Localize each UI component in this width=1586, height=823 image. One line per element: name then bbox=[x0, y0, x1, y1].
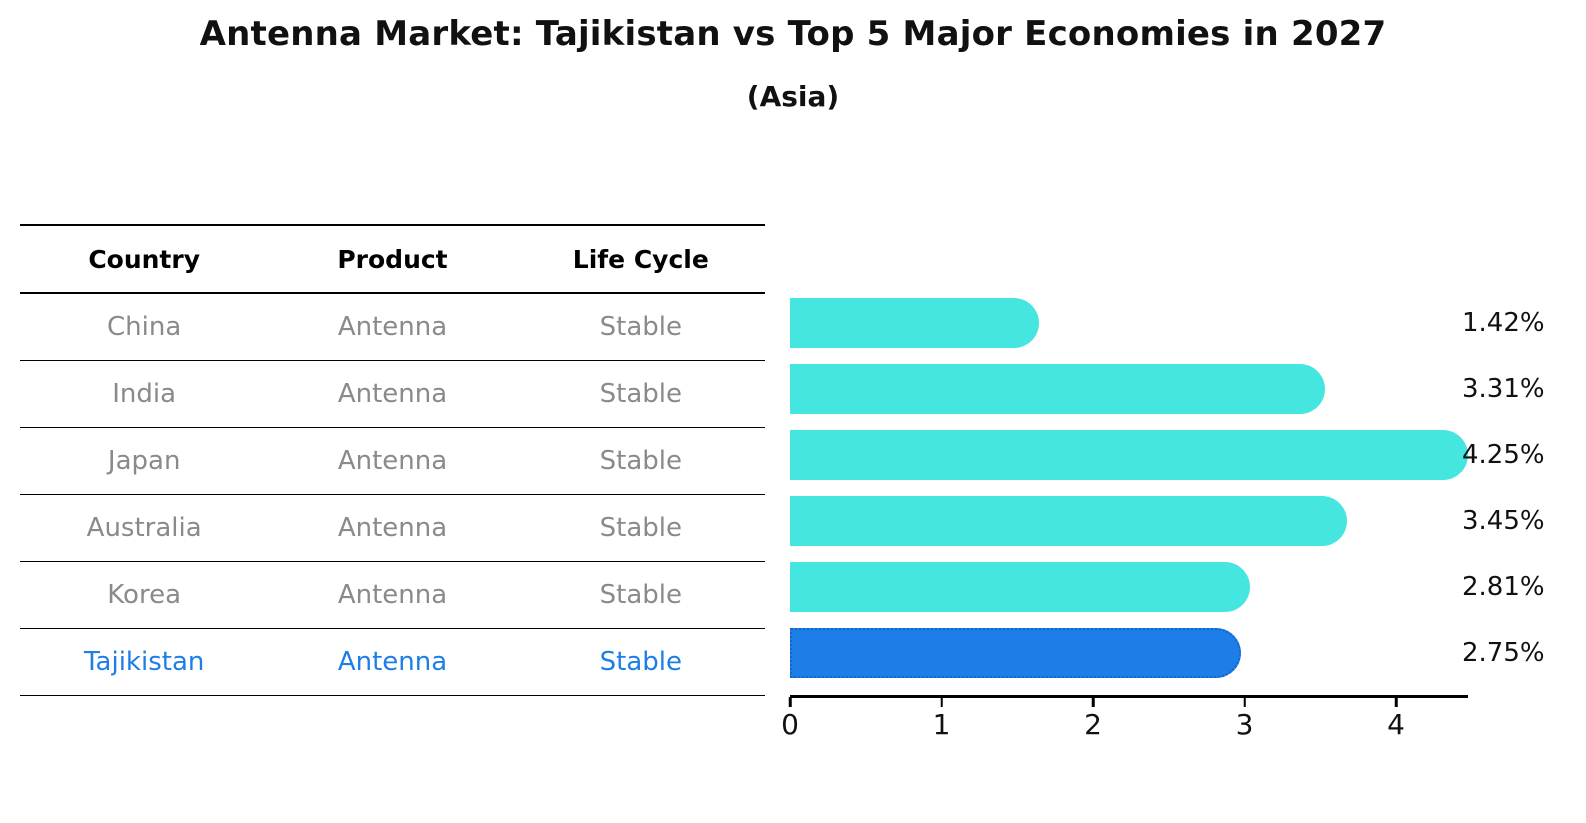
bar-row bbox=[790, 620, 1490, 686]
bar-china bbox=[790, 298, 1040, 348]
x-tick-label: 2 bbox=[1084, 708, 1102, 741]
bar-japan bbox=[790, 430, 1468, 480]
cell-country: Korea bbox=[107, 580, 182, 610]
value-label-row: 3.31% bbox=[1462, 356, 1582, 422]
cell-country: Tajikistan bbox=[83, 647, 205, 677]
cell-product: Antenna bbox=[337, 647, 448, 677]
bar-india bbox=[790, 364, 1326, 414]
table-row-tajikistan: Tajikistan Antenna Stable bbox=[20, 629, 765, 696]
value-label: 3.45% bbox=[1462, 506, 1545, 536]
x-tick bbox=[1243, 697, 1246, 707]
cell-lifecycle: Stable bbox=[599, 647, 682, 677]
column-header-lifecycle: Life Cycle bbox=[572, 244, 709, 274]
value-label: 1.42% bbox=[1462, 308, 1545, 338]
x-tick bbox=[940, 697, 943, 707]
chart-subtitle: (Asia) bbox=[746, 80, 840, 113]
x-tick-label: 4 bbox=[1387, 708, 1405, 741]
table-row: India Antenna Stable bbox=[20, 361, 765, 428]
x-tick bbox=[788, 697, 792, 707]
value-label: 4.25% bbox=[1462, 440, 1545, 470]
table-row: Australia Antenna Stable bbox=[20, 495, 765, 562]
cell-lifecycle: Stable bbox=[599, 379, 682, 409]
bar-row bbox=[790, 488, 1490, 554]
table-row: Korea Antenna Stable bbox=[20, 562, 765, 629]
cell-country: Australia bbox=[86, 513, 202, 543]
cell-country: Japan bbox=[107, 446, 181, 476]
table-row: Japan Antenna Stable bbox=[20, 428, 765, 495]
bar-row bbox=[790, 356, 1490, 422]
bar-tajikistan bbox=[790, 628, 1241, 678]
value-labels: 1.42% 3.31% 4.25% 3.45% 2.81% 2.75% bbox=[1462, 290, 1582, 686]
cell-country: China bbox=[107, 312, 182, 342]
x-axis-line bbox=[790, 695, 1468, 698]
cell-product: Antenna bbox=[337, 312, 448, 342]
x-tick-label: 0 bbox=[781, 708, 799, 741]
cell-product: Antenna bbox=[337, 379, 448, 409]
bar-plot-area bbox=[790, 290, 1490, 686]
table-row: China Antenna Stable bbox=[20, 294, 765, 361]
cell-lifecycle: Stable bbox=[599, 446, 682, 476]
value-label-row: 1.42% bbox=[1462, 290, 1582, 356]
cell-product: Antenna bbox=[337, 580, 448, 610]
bar-australia bbox=[790, 496, 1347, 546]
value-label-row: 2.75% bbox=[1462, 620, 1582, 686]
value-label-row: 4.25% bbox=[1462, 422, 1582, 488]
bar-row bbox=[790, 554, 1490, 620]
x-tick bbox=[1091, 697, 1095, 707]
x-tick-label: 3 bbox=[1235, 708, 1254, 741]
value-label-row: 2.81% bbox=[1462, 554, 1582, 620]
x-tick bbox=[1394, 697, 1398, 707]
value-label: 3.31% bbox=[1462, 374, 1545, 404]
bar-row bbox=[790, 290, 1490, 356]
x-tick-label: 1 bbox=[932, 708, 951, 741]
cell-product: Antenna bbox=[337, 513, 448, 543]
table-header-row: Country Product Life Cycle bbox=[20, 224, 765, 294]
bar-korea bbox=[790, 562, 1250, 612]
value-label: 2.75% bbox=[1462, 638, 1545, 668]
country-table: Country Product Life Cycle China Antenna… bbox=[20, 224, 765, 696]
column-header-product: Product bbox=[337, 244, 448, 274]
cell-country: India bbox=[112, 379, 177, 409]
cell-product: Antenna bbox=[337, 446, 448, 476]
column-header-country: Country bbox=[88, 244, 201, 274]
bar-row bbox=[790, 422, 1490, 488]
cell-lifecycle: Stable bbox=[599, 513, 682, 543]
chart-title: Antenna Market: Tajikistan vs Top 5 Majo… bbox=[199, 14, 1387, 54]
cell-lifecycle: Stable bbox=[599, 312, 682, 342]
value-label-row: 3.45% bbox=[1462, 488, 1582, 554]
cell-lifecycle: Stable bbox=[599, 580, 682, 610]
value-label: 2.81% bbox=[1462, 572, 1545, 602]
